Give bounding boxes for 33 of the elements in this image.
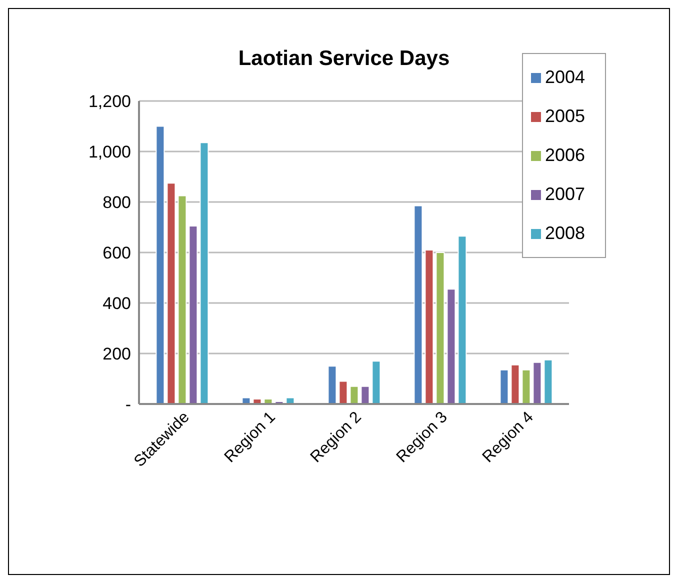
bar <box>522 369 531 404</box>
bar <box>532 362 542 404</box>
bar <box>372 360 381 404</box>
bar <box>544 359 553 404</box>
bar <box>188 225 198 404</box>
bar <box>424 249 434 404</box>
bar <box>338 380 348 404</box>
legend-label: 2004 <box>545 67 586 88</box>
y-tick-label: 1,200 <box>88 92 131 112</box>
bar <box>360 386 370 404</box>
bar <box>200 142 209 404</box>
y-tick-label: 200 <box>102 344 131 364</box>
y-tick-label: - <box>125 395 131 414</box>
legend-label: 2005 <box>545 106 586 127</box>
bar <box>446 288 456 404</box>
bar <box>510 364 520 404</box>
y-tick-label: 800 <box>102 193 131 212</box>
legend-label: 2008 <box>545 223 586 244</box>
y-tick-label: 600 <box>102 244 131 263</box>
bar <box>436 252 445 404</box>
y-tick-label: 1,000 <box>88 142 131 162</box>
bar <box>350 386 359 404</box>
bar <box>328 366 337 404</box>
legend-label: 2007 <box>545 184 586 205</box>
bar <box>166 182 176 404</box>
bar <box>414 205 423 404</box>
bar <box>156 126 165 404</box>
legend-label: 2006 <box>545 145 586 166</box>
bar <box>458 236 467 404</box>
bar <box>178 195 187 404</box>
y-tick-label: 400 <box>102 294 131 314</box>
bar <box>500 369 509 404</box>
chart-title: Laotian Service Days <box>238 47 450 70</box>
